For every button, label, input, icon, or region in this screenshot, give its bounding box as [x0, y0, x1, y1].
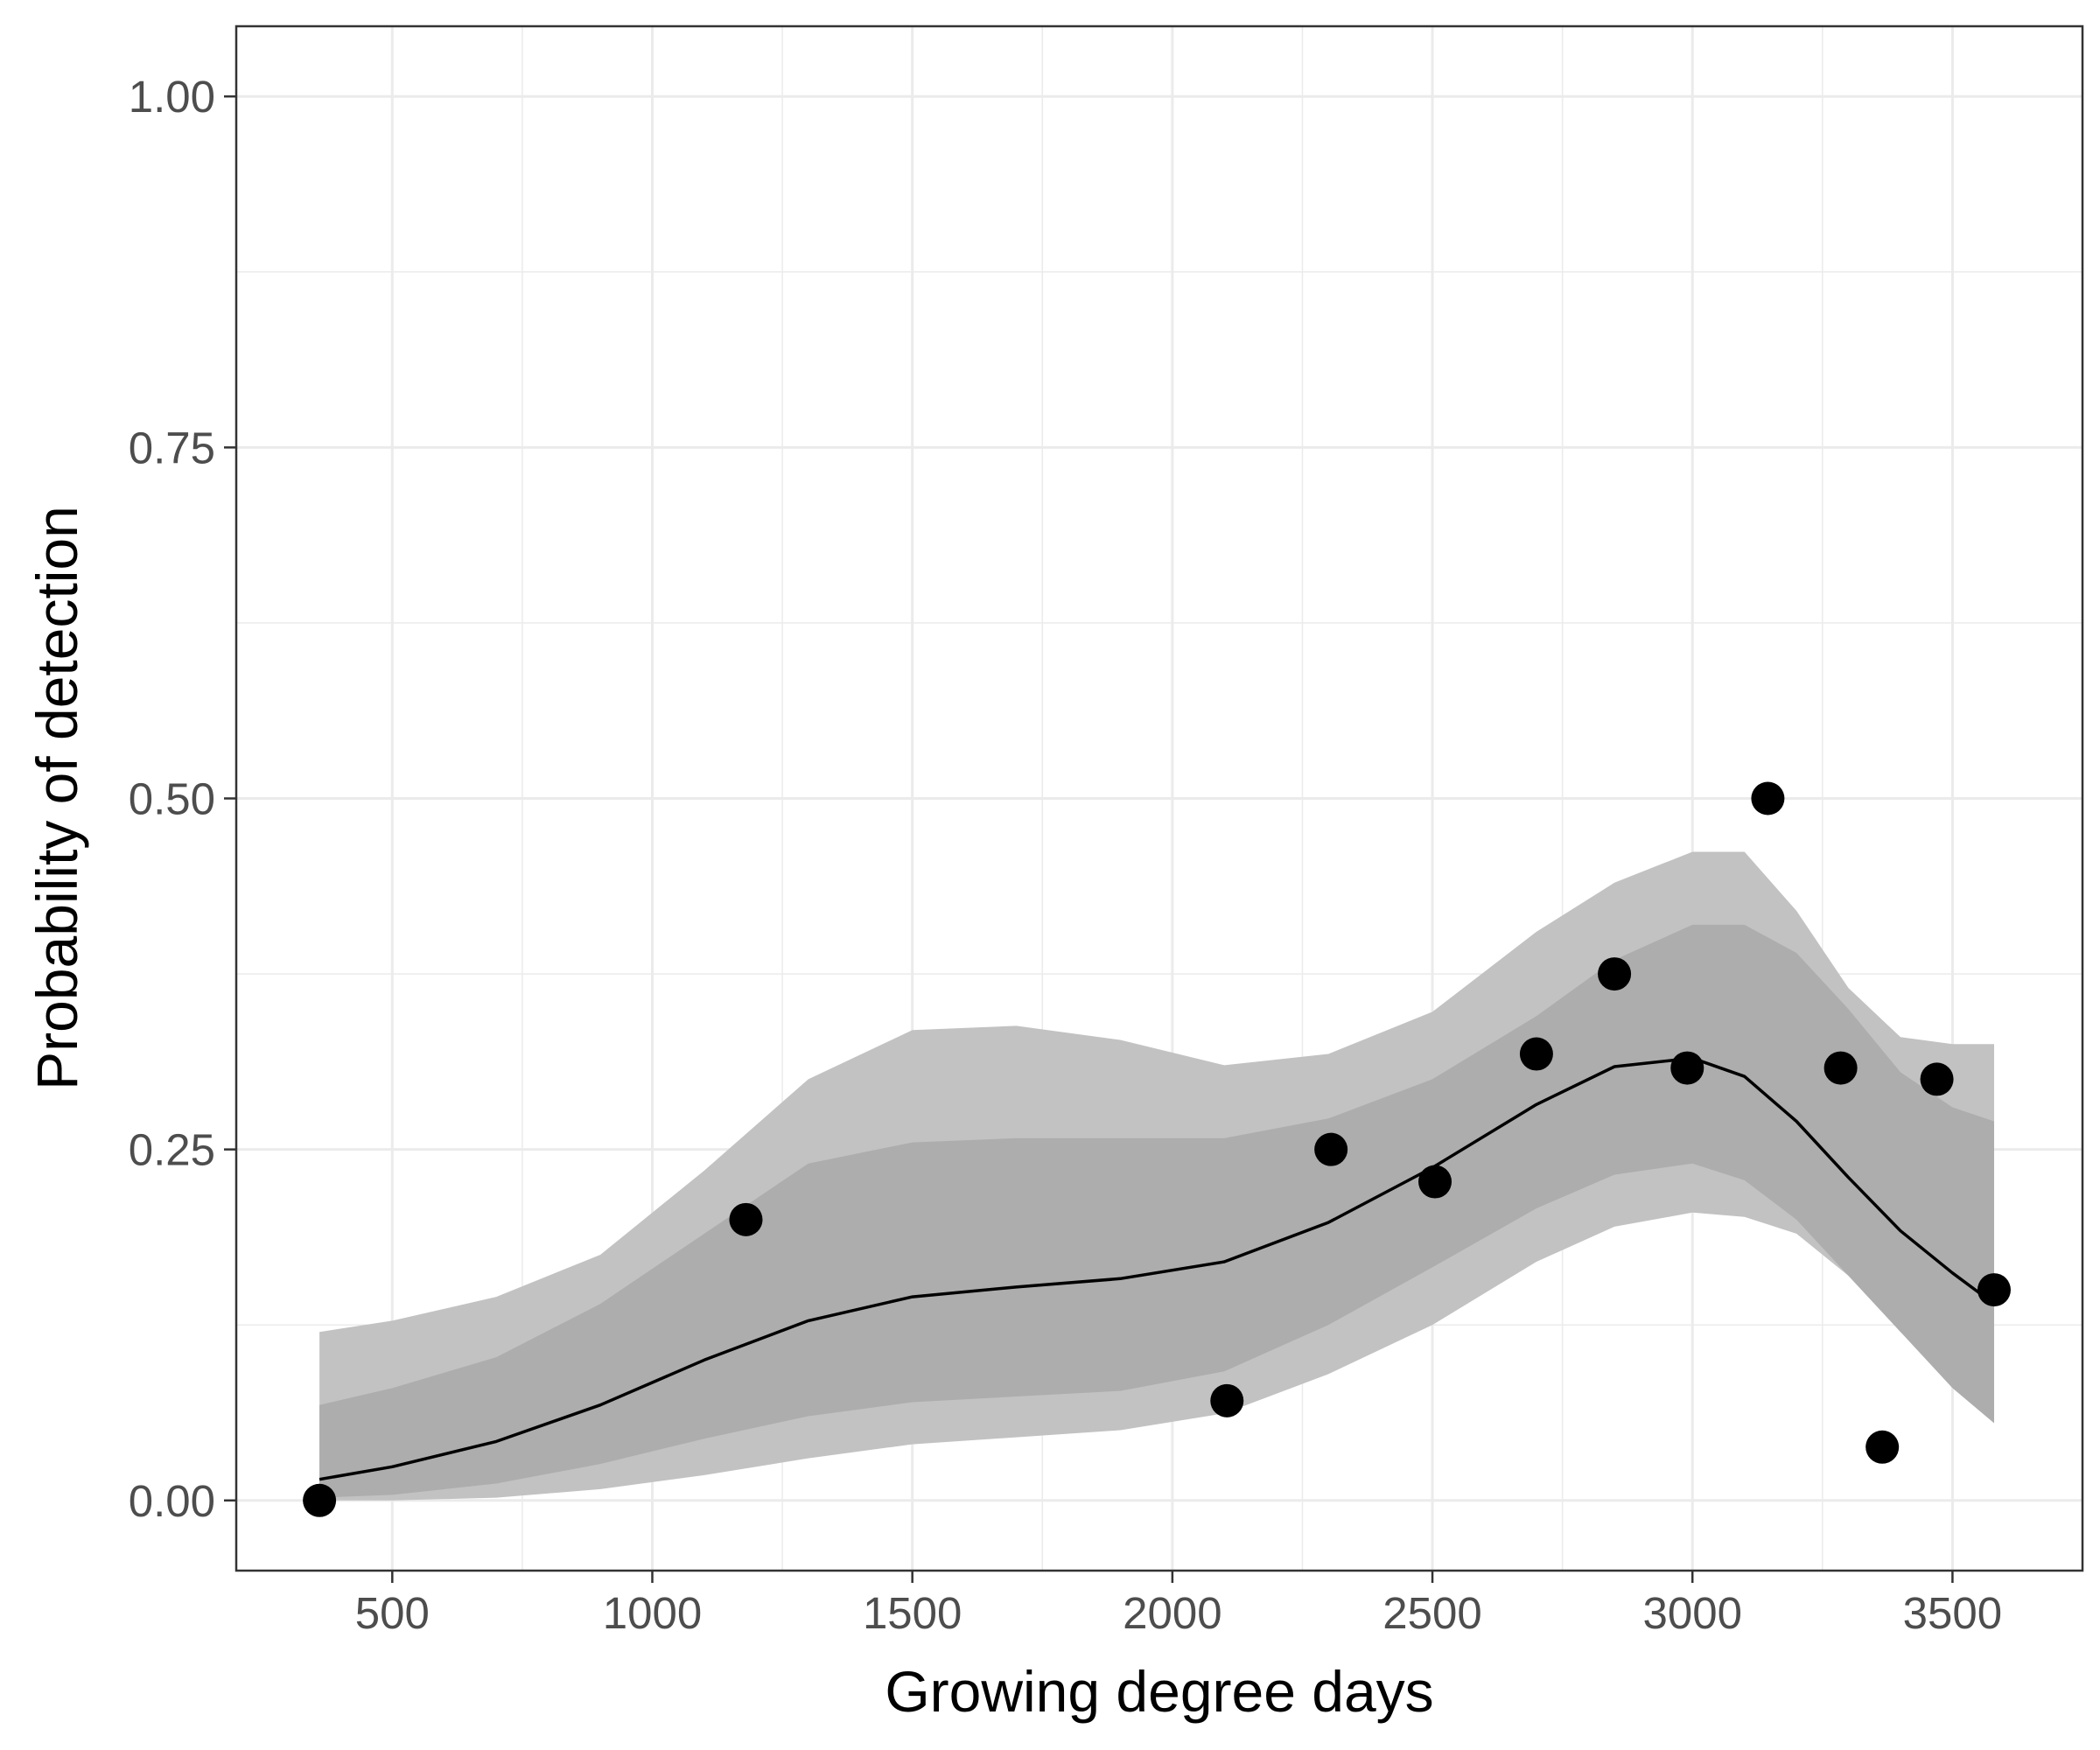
data-point: [1598, 957, 1632, 991]
y-tick-label: 0.50: [129, 774, 215, 824]
data-points: [303, 781, 2011, 1517]
x-tick-label: 2500: [1382, 1588, 1481, 1638]
confidence-bands: [319, 851, 1995, 1501]
inner-confidence-band: [319, 924, 1995, 1498]
data-point: [1920, 1062, 1954, 1096]
data-point: [1670, 1051, 1704, 1085]
y-tick-label: 1.00: [129, 72, 215, 122]
y-axis: 0.00 0.25 0.50 0.75 1.00: [129, 72, 236, 1526]
data-point: [303, 1483, 337, 1517]
x-tick-label: 2000: [1123, 1588, 1222, 1638]
x-axis: 500 1000 1500 2000 2500 3000 3500: [355, 1571, 2002, 1638]
data-point: [1314, 1132, 1348, 1166]
fit-line-group: [318, 1056, 1996, 1481]
data-point: [1210, 1383, 1244, 1418]
x-tick-label: 3000: [1642, 1588, 1741, 1638]
y-tick-label: 0.75: [129, 423, 215, 472]
y-tick-label: 0.00: [129, 1476, 215, 1526]
data-point: [729, 1202, 763, 1236]
x-axis-title: Growing degree days: [885, 1659, 1433, 1724]
data-point: [1977, 1273, 2011, 1307]
x-tick-label: 1500: [863, 1588, 962, 1638]
x-tick-label: 3500: [1903, 1588, 2002, 1638]
fit-line: [318, 1056, 1996, 1481]
data-point: [1519, 1037, 1553, 1071]
data-point: [1751, 781, 1785, 816]
y-axis-title: Probability of detection: [24, 506, 89, 1090]
data-point: [1824, 1051, 1858, 1085]
x-tick-label: 500: [355, 1588, 430, 1638]
y-tick-label: 0.25: [129, 1125, 215, 1175]
data-point: [1418, 1165, 1452, 1199]
x-tick-label: 1000: [603, 1588, 702, 1638]
data-point: [1866, 1430, 1900, 1464]
